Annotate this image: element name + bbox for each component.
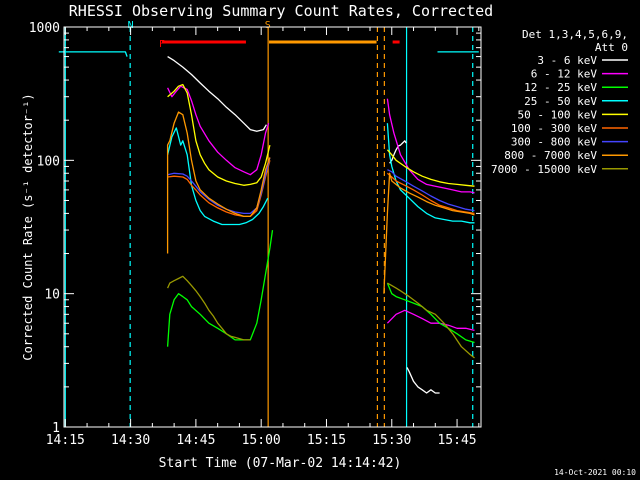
y-axis-label: Corrected Count Rate (s⁻¹ detector⁻¹) xyxy=(21,93,35,360)
legend-label-1: 6 - 12 keV xyxy=(531,68,598,81)
series-3 xyxy=(58,51,479,226)
series-4-segment-1 xyxy=(386,149,475,187)
x-axis-label: Start Time (07-Mar-02 14:14:42) xyxy=(159,456,402,471)
legend-label-7: 800 - 7000 keV xyxy=(504,149,597,162)
legend-label-2: 12 - 25 keV xyxy=(524,81,597,94)
y-tick-label-2: 100 xyxy=(37,154,60,169)
y-tick-label-1: 10 xyxy=(44,288,60,303)
marker-F: F xyxy=(159,39,165,50)
y-axis: 1 10 100 1000 xyxy=(29,21,481,436)
series-6-segment-1 xyxy=(387,169,475,212)
series-5-segment-1 xyxy=(386,172,475,215)
plot-frame xyxy=(63,26,482,428)
x-tick-label-0: 14:15 xyxy=(46,433,85,448)
series-0-segment-2 xyxy=(406,367,440,394)
series-0-segment-0 xyxy=(167,56,267,132)
marker-S: S xyxy=(265,20,271,31)
series-1 xyxy=(167,85,475,332)
series-4 xyxy=(167,83,475,187)
y-tick-label-0: 1 xyxy=(52,421,60,436)
chart-title: RHESSI Observing Summary Count Rates, Co… xyxy=(69,2,493,20)
series-8-segment-1 xyxy=(387,282,475,359)
series-7-segment-1 xyxy=(383,172,475,294)
legend-label-3: 25 - 50 keV xyxy=(524,95,597,108)
legend-label-0: 3 - 6 keV xyxy=(537,54,597,67)
series-3-segment-2 xyxy=(166,127,269,226)
series-2-segment-0 xyxy=(166,230,274,347)
legend-header-attenuator: Att 0 xyxy=(595,41,628,54)
series-1-segment-0 xyxy=(167,85,270,176)
marker-N: N xyxy=(128,20,134,31)
series-4-segment-0 xyxy=(167,83,271,186)
x-tick-label-1: 14:30 xyxy=(111,433,150,448)
plot-area: N F S xyxy=(58,20,479,427)
y-tick-label-3: 1000 xyxy=(29,21,60,36)
series-8-segment-0 xyxy=(167,275,251,341)
series-1-segment-2 xyxy=(386,309,475,332)
series-7 xyxy=(166,111,475,294)
legend-label-5: 100 - 300 keV xyxy=(511,122,597,135)
x-tick-label-2: 14:45 xyxy=(176,433,215,448)
series-3-segment-0 xyxy=(58,51,128,57)
x-tick-label-6: 15:45 xyxy=(437,433,476,448)
series-5 xyxy=(167,160,475,218)
series-1-segment-1 xyxy=(386,98,475,194)
footer-timestamp: 14-Oct-2021 00:10 xyxy=(554,468,636,477)
legend-header-detectors: Det 1,3,4,5,6,9, xyxy=(522,28,628,41)
x-tick-label-4: 15:15 xyxy=(307,433,346,448)
series-7-segment-0 xyxy=(166,111,271,254)
legend-label-6: 300 - 800 keV xyxy=(511,136,597,149)
series-3-segment-3 xyxy=(386,123,475,224)
series-5-segment-0 xyxy=(167,160,271,218)
x-tick-label-3: 15:00 xyxy=(242,433,281,448)
series-8 xyxy=(167,275,475,359)
axes: 14:15 14:30 14:45 15:00 15:15 15:30 15:45 1101… xyxy=(29,21,482,448)
legend-label-4: 50 - 100 keV xyxy=(518,108,598,121)
legend-label-8: 7000 - 15000 keV xyxy=(491,163,597,176)
x-tick-label-5: 15:30 xyxy=(372,433,411,448)
x-axis: 14:15 14:30 14:45 15:00 15:15 15:30 15:45 xyxy=(46,27,480,448)
